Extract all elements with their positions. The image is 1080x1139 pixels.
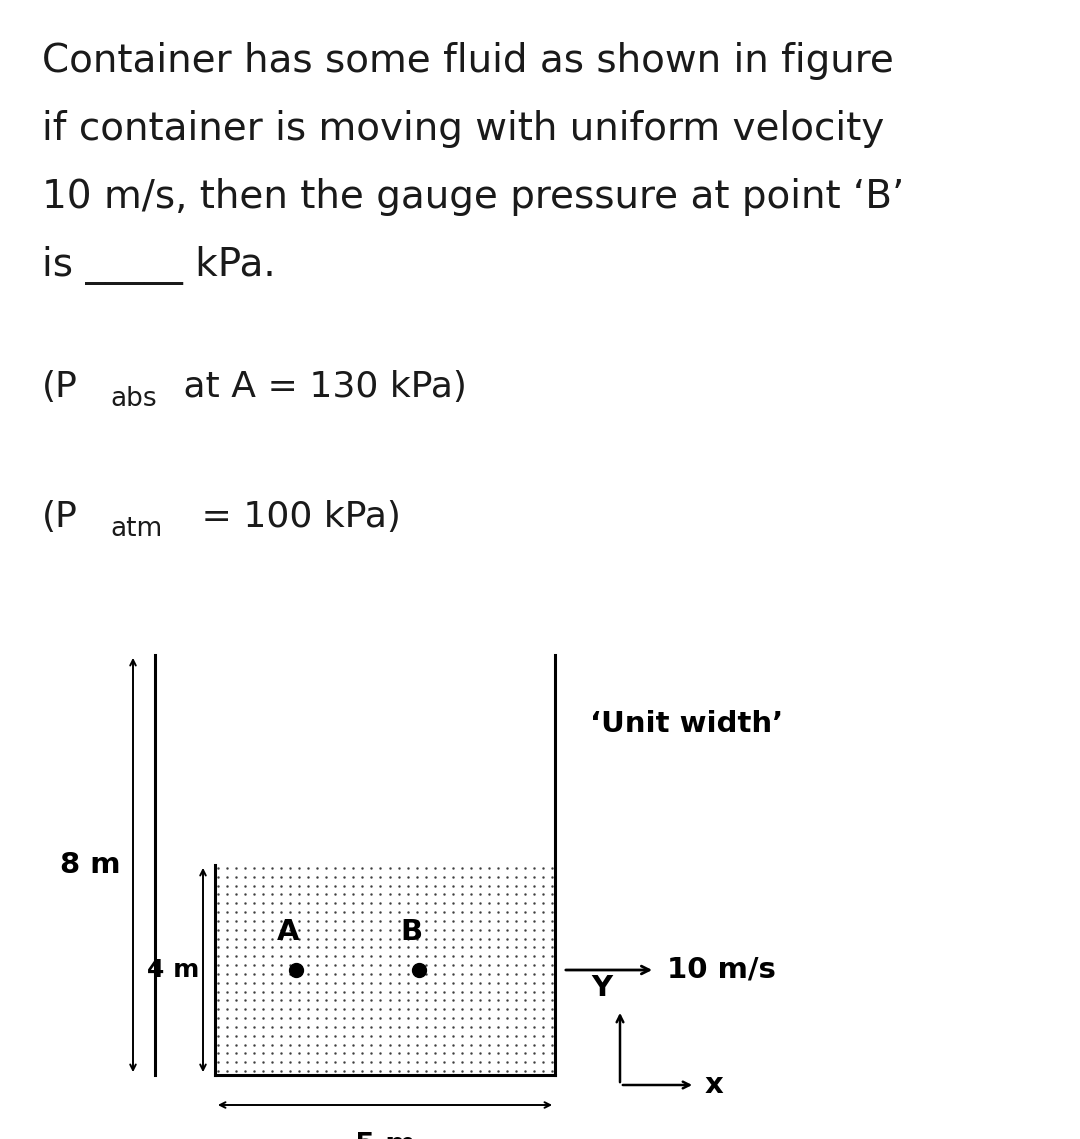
Text: if container is moving with uniform velocity: if container is moving with uniform velo… — [42, 110, 885, 148]
Text: ‘Unit width’: ‘Unit width’ — [590, 710, 783, 738]
Text: Y: Y — [591, 974, 612, 1002]
Text: = 100 kPa): = 100 kPa) — [190, 500, 401, 534]
Text: at A = 130 kPa): at A = 130 kPa) — [172, 370, 467, 404]
Text: Container has some fluid as shown in figure: Container has some fluid as shown in fig… — [42, 42, 894, 80]
Text: abs: abs — [110, 386, 157, 412]
Text: 4 m: 4 m — [147, 958, 199, 982]
Text: 8 m: 8 m — [60, 851, 121, 879]
Text: (P: (P — [42, 500, 78, 534]
Text: B: B — [400, 918, 422, 947]
Text: A: A — [276, 918, 299, 947]
Text: 10 m/s, then the gauge pressure at point ‘B’: 10 m/s, then the gauge pressure at point… — [42, 178, 904, 216]
Text: 10 m/s: 10 m/s — [667, 956, 775, 984]
Text: (P: (P — [42, 370, 78, 404]
Text: is _____ kPa.: is _____ kPa. — [42, 246, 275, 285]
Text: atm: atm — [110, 516, 162, 542]
Text: x: x — [705, 1071, 724, 1099]
Text: 5 m: 5 m — [354, 1131, 415, 1139]
